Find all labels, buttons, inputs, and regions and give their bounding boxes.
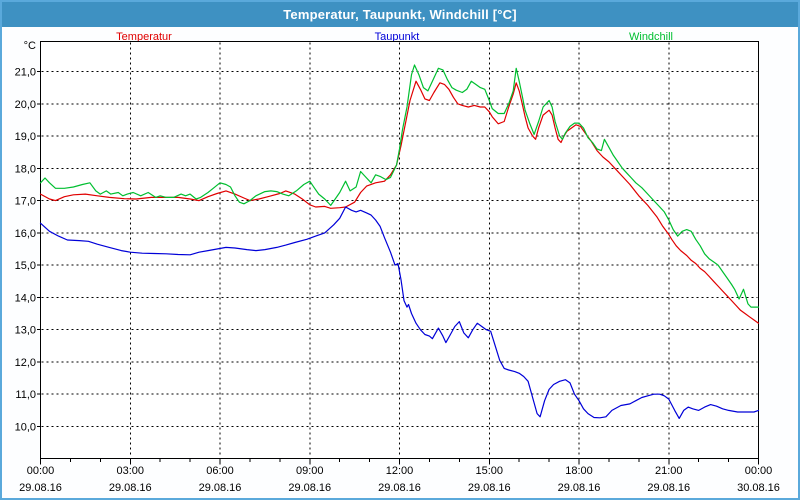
y-axis-label: 16,0 <box>15 228 36 240</box>
y-axis-label: 19,0 <box>15 131 36 143</box>
legend-item-taupunkt: Taupunkt <box>374 31 420 43</box>
x-axis-date-label: 29.08.16 <box>468 482 511 494</box>
y-axis-label: 11,0 <box>15 389 36 401</box>
y-axis-label: 17,0 <box>15 196 36 208</box>
x-axis-time-label: 03:00 <box>116 465 144 477</box>
x-axis-date-label: 29.08.16 <box>288 482 331 494</box>
y-axis-label: 15,0 <box>15 260 36 272</box>
x-axis-date-label: 29.08.16 <box>647 482 690 494</box>
x-axis-time-label: 09:00 <box>296 465 324 477</box>
legend-item-windchill: Windchill <box>628 31 674 43</box>
y-axis-unit-label: °C <box>23 40 36 52</box>
x-axis-time-label: 06:00 <box>206 465 234 477</box>
x-axis-date-label: 29.08.16 <box>109 482 152 494</box>
y-axis-label: 21,0 <box>15 67 36 79</box>
x-axis-time-label: 15:00 <box>475 465 503 477</box>
x-axis-time-label: 18:00 <box>565 465 593 477</box>
x-axis-time-label: 12:00 <box>386 465 414 477</box>
x-axis-time-label: 21:00 <box>655 465 683 477</box>
y-axis-label: 12,0 <box>15 357 36 369</box>
y-axis-label: 14,0 <box>15 292 36 304</box>
x-axis-date-label: 29.08.16 <box>378 482 421 494</box>
x-axis-time-label: 00:00 <box>27 465 55 477</box>
x-axis-date-label: 29.08.16 <box>558 482 601 494</box>
series-taupunkt <box>39 206 760 419</box>
y-axis-label: 13,0 <box>15 325 36 337</box>
series-windchill <box>39 64 760 308</box>
y-axis-label: 20,0 <box>15 99 36 111</box>
y-axis-label: 10,0 <box>15 422 36 434</box>
legend-item-temperatur: Temperatur <box>116 31 172 43</box>
series-temperatur <box>39 80 760 324</box>
chart-title: Temperatur, Taupunkt, Windchill [°C] <box>283 7 517 22</box>
x-axis-date-label: 30.08.16 <box>737 482 780 494</box>
y-axis-label: 18,0 <box>15 163 36 175</box>
window-titlebar: Temperatur, Taupunkt, Windchill [°C] <box>2 2 798 27</box>
x-axis-time-label: 00:00 <box>745 465 773 477</box>
x-axis-date-label: 29.08.16 <box>19 482 62 494</box>
x-axis-date-label: 29.08.16 <box>199 482 242 494</box>
